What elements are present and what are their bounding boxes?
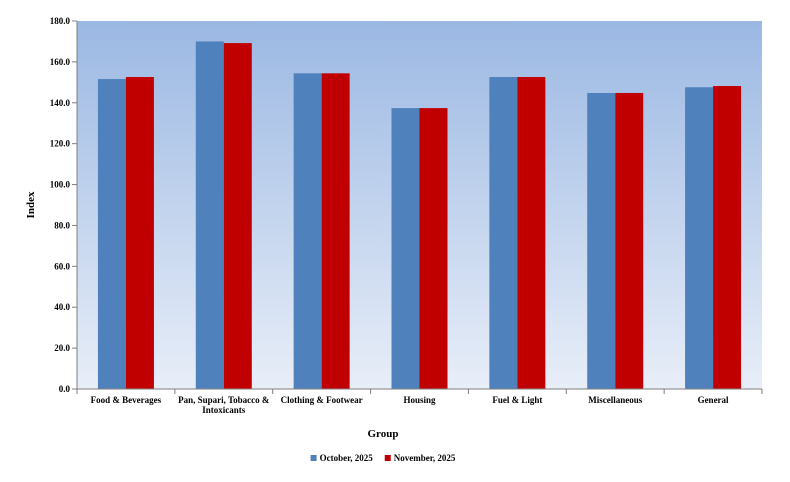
legend: October, 2025 November, 2025 — [310, 453, 456, 463]
legend-swatch — [310, 455, 317, 461]
x-category-label: Food & Beverages — [91, 395, 162, 405]
bar-1-2 — [195, 41, 224, 389]
y-tick-labels: 0.0 20.0 40.0 60.0 80.0 100.0 120.0 140.0 160.0 1… — [50, 16, 71, 394]
bar-2-7 — [713, 86, 742, 389]
x-category-label: Clothing & Footwear — [281, 395, 363, 405]
y-tick-label: 80.0 — [54, 220, 70, 230]
bar-2-4 — [419, 108, 448, 390]
bar-1-7 — [685, 87, 714, 390]
bar-2-1 — [125, 77, 154, 390]
y-tick-label: 180.0 — [50, 16, 71, 26]
bar-2-5 — [517, 77, 546, 390]
axes-group — [72, 20, 763, 394]
legend-label: November, 2025 — [394, 453, 456, 463]
bar-1-1 — [97, 79, 126, 389]
bar-1-5 — [489, 77, 518, 390]
bar-2-3 — [321, 73, 350, 390]
x-category-label: General — [698, 395, 729, 405]
x-category-label: Miscellaneous — [588, 395, 642, 405]
y-tick-label: 120.0 — [50, 139, 71, 149]
x-category-label: Pan, Supari, Tobacco & — [178, 395, 270, 405]
bar-1-4 — [391, 108, 420, 390]
bar-2-6 — [615, 92, 644, 389]
y-tick-label: 40.0 — [54, 302, 70, 312]
bar-1-3 — [293, 73, 322, 390]
x-category-label: Intoxicants — [202, 405, 246, 415]
legend-swatch — [384, 455, 391, 461]
x-category-labels: Food & Beverages Pan, Supari, Tobacco &In… — [91, 395, 729, 415]
legend-item-2: November, 2025 — [384, 453, 456, 463]
bars-group — [97, 41, 742, 390]
y-tick-label: 20.0 — [54, 343, 70, 353]
y-tick-label: 160.0 — [50, 57, 71, 67]
bar-1-6 — [587, 92, 616, 389]
bar-2-2 — [223, 43, 252, 389]
legend-item-1: October, 2025 — [310, 453, 374, 463]
y-tick-label: 140.0 — [50, 98, 71, 108]
x-category-label: Fuel & Light — [492, 395, 542, 405]
legend-label: October, 2025 — [320, 453, 374, 463]
x-axis-title: Group — [368, 428, 399, 440]
y-tick-label: 0.0 — [59, 384, 71, 394]
y-tick-label: 60.0 — [54, 261, 70, 271]
y-tick-label: 100.0 — [50, 180, 71, 190]
y-axis-title: Index — [25, 191, 37, 218]
x-category-label: Housing — [403, 395, 436, 405]
